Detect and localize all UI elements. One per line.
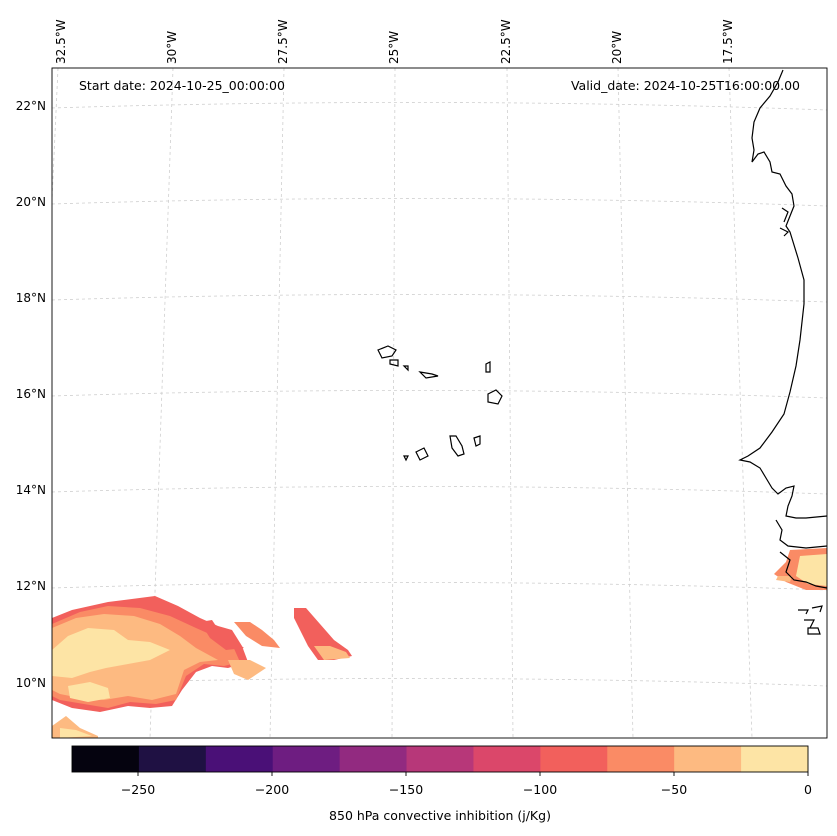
maio-island [473,435,481,447]
colorbar [71,745,809,776]
colorbar-tick-minus200: −200 [254,782,290,797]
colorbar-tick-minus50: −50 [660,782,688,797]
lon-label-25w: 25°W [387,30,401,64]
cin-contour-cell-d [200,620,244,650]
colorbar-segment [406,746,474,772]
cin-contour-east-inner [796,554,827,586]
santo-antao-island [377,345,397,359]
gambia-coast [775,519,828,549]
cin-contour-cell-c [60,728,92,738]
cin-contour-cell-h [314,646,350,660]
lat-label-18n: 18°N [15,291,46,305]
lat-label-14n: 14°N [15,483,46,497]
map-frame [51,67,828,739]
lon-label-20w: 20°W [610,30,624,64]
valid-date-text: Valid_date: 2024-10-25T16:00:00.00 [570,78,800,93]
colorbar-segment [674,746,742,772]
lon-label-32-5w: 32.5°W [54,19,68,64]
cin-contour-cell-e [234,622,280,648]
colorbar-segment [540,746,608,772]
colorbar-segment [205,746,274,772]
boa-vista-island [487,389,503,405]
cin-contour-cell-a [68,682,110,702]
bijagos-islands [798,605,823,635]
colorbar-segment [473,746,541,772]
colorbar-tick-0: 0 [804,782,812,797]
sao-vicente-island [389,359,399,367]
lon-label-22-5w: 22.5°W [499,19,513,64]
cin-contour-cell-g [294,608,352,660]
guinea-bissau-coast [779,551,828,589]
colorbar-segment [72,746,140,772]
brava-island [403,455,409,462]
cin-contour-east-edge [776,576,792,582]
colorbar-segment [339,746,408,772]
african-coastline [738,69,828,519]
lon-label-17-5w: 17.5°W [721,19,735,64]
lon-label-30w: 30°W [165,30,179,64]
colorbar-border [71,745,809,773]
santa-luzia-island [402,365,409,372]
cin-contour-cell-f [228,660,266,680]
sal-island [485,361,491,373]
lat-label-22n: 22°N [15,99,46,113]
lat-label-12n: 12°N [15,579,46,593]
lat-label-10n: 10°N [15,676,46,690]
santiago-island [449,435,465,457]
cin-contour-band-0 [52,628,170,678]
colorbar-tick-minus150: −150 [388,782,424,797]
colorbar-segment [272,746,341,772]
colorbar-segment [607,746,675,772]
coastlines [377,69,828,635]
mauritania-islet [779,207,790,237]
colorbar-segment [138,746,207,772]
colorbar-tick-minus100: −100 [522,782,558,797]
sao-nicolau-island [418,371,439,379]
lon-label-27-5w: 27.5°W [276,19,290,64]
start-date-text: Start date: 2024-10-25_00:00:00 [79,78,285,93]
colorbar-tick-minus250: −250 [120,782,156,797]
cin-contours-southwest [52,596,352,738]
lat-label-16n: 16°N [15,387,46,401]
colorbar-segment [741,746,809,772]
lat-label-20n: 20°N [15,195,46,209]
fogo-island [415,447,429,461]
colorbar-label: 850 hPa convective inhibition (j/Kg) [329,808,551,823]
